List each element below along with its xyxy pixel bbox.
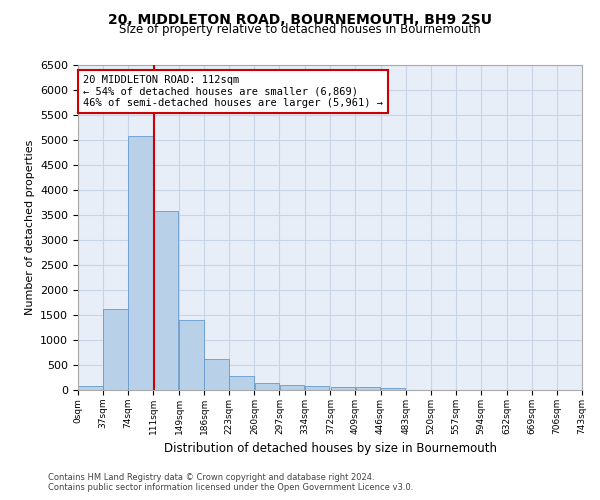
Bar: [254, 383, 279, 390]
Bar: [280, 384, 304, 390]
X-axis label: Distribution of detached houses by size in Bournemouth: Distribution of detached houses by size …: [163, 442, 497, 456]
Bar: [154, 211, 178, 390]
Text: 20 MIDDLETON ROAD: 112sqm
← 54% of detached houses are smaller (6,869)
46% of se: 20 MIDDLETON ROAD: 112sqm ← 54% of detac…: [83, 74, 383, 108]
Bar: [205, 359, 229, 390]
Text: 20, MIDDLETON ROAD, BOURNEMOUTH, BH9 2SU: 20, MIDDLETON ROAD, BOURNEMOUTH, BH9 2SU: [108, 12, 492, 26]
Text: Size of property relative to detached houses in Bournemouth: Size of property relative to detached ho…: [119, 22, 481, 36]
Bar: [331, 386, 355, 390]
Bar: [179, 320, 204, 390]
Bar: [78, 386, 103, 390]
Y-axis label: Number of detached properties: Number of detached properties: [25, 140, 35, 315]
Text: Contains public sector information licensed under the Open Government Licence v3: Contains public sector information licen…: [48, 484, 413, 492]
Bar: [356, 387, 380, 390]
Bar: [103, 308, 128, 390]
Bar: [381, 388, 406, 390]
Bar: [229, 376, 254, 390]
Bar: [128, 136, 153, 390]
Text: Contains HM Land Registry data © Crown copyright and database right 2024.: Contains HM Land Registry data © Crown c…: [48, 474, 374, 482]
Bar: [305, 386, 329, 390]
